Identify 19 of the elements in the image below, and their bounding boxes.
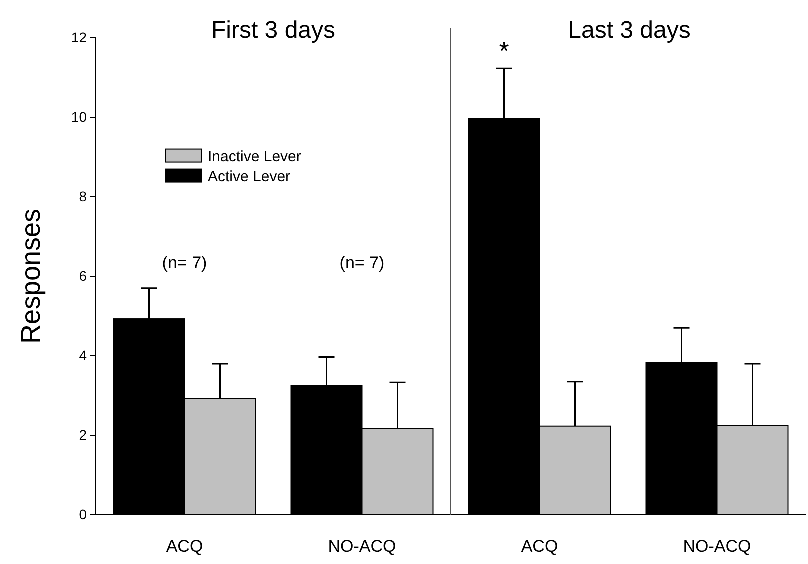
y-axis-title: Responses — [16, 208, 46, 344]
y-tick-label: 8 — [79, 188, 88, 204]
y-tick-label: 6 — [79, 268, 88, 284]
x-tick-label: NO-ACQ — [328, 537, 396, 556]
legend-label: Active Lever — [208, 168, 291, 186]
annotation: * — [499, 36, 510, 66]
legend-label: Inactive Lever — [208, 148, 302, 166]
annotation: Last 3 days — [568, 17, 691, 44]
x-tick-label: NO-ACQ — [683, 537, 752, 556]
y-tick-label: 4 — [79, 347, 88, 364]
annotation: First 3 days — [211, 17, 336, 44]
y-tick-label: 2 — [79, 426, 88, 443]
x-tick-label: ACQ — [521, 537, 558, 556]
y-tick-label: 0 — [79, 506, 88, 522]
annotation: (n= 7) — [162, 254, 208, 273]
annotation: (n= 7) — [340, 254, 385, 273]
y-tick-label: 10 — [71, 108, 88, 125]
x-tick-label: ACQ — [166, 537, 204, 556]
y-tick-label: 12 — [71, 29, 88, 46]
